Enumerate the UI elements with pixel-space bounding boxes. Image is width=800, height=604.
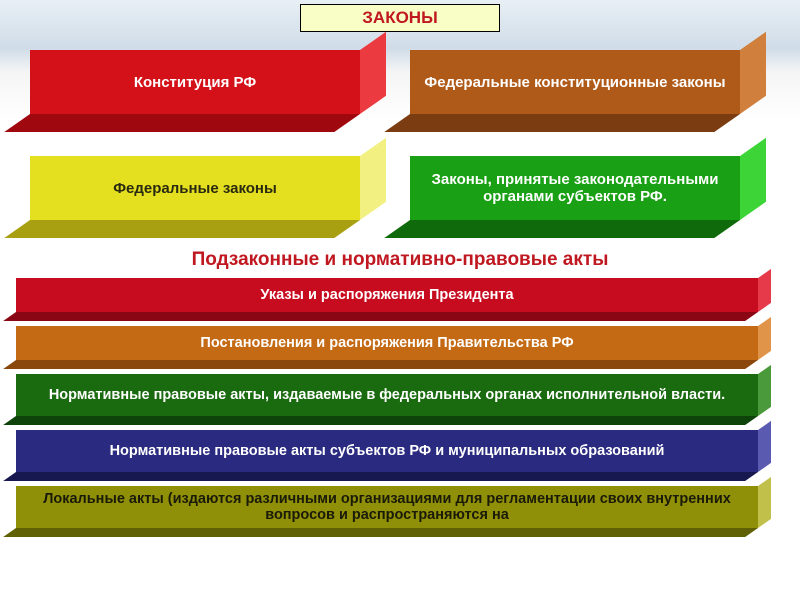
law-box-label: Законы, принятые законодательными органа…	[420, 171, 730, 205]
laws-grid: Конституция РФ Федеральные конституционны…	[0, 32, 800, 220]
law-box-label: Федеральные законы	[113, 180, 277, 197]
act-bar-2: Нормативные правовые акты, издаваемые в …	[16, 374, 758, 416]
subtitle: Подзаконные и нормативно-правовые акты	[0, 248, 800, 272]
act-bar-label: Постановления и распоряжения Правительст…	[200, 335, 573, 351]
acts-bars: Указы и распоряжения Президента Постановл…	[0, 272, 800, 528]
law-box-3: Законы, принятые законодательными органа…	[410, 156, 740, 220]
act-bar-3: Нормативные правовые акты субъектов РФ и…	[16, 430, 758, 472]
header-banner: ЗАКОНЫ	[300, 4, 500, 32]
law-box-0: Конституция РФ	[30, 50, 360, 114]
act-bar-label: Нормативные правовые акты, издаваемые в …	[49, 387, 725, 403]
law-box-label: Федеральные конституционные законы	[424, 74, 725, 91]
act-bar-label: Нормативные правовые акты субъектов РФ и…	[110, 443, 665, 459]
act-bar-4: Локальные акты (издаются различными орга…	[16, 486, 758, 528]
law-box-2: Федеральные законы	[30, 156, 360, 220]
act-bar-label: Локальные акты (издаются различными орга…	[26, 491, 748, 523]
law-box-1: Федеральные конституционные законы	[410, 50, 740, 114]
act-bar-1: Постановления и распоряжения Правительст…	[16, 326, 758, 360]
act-bar-label: Указы и распоряжения Президента	[260, 287, 513, 303]
act-bar-0: Указы и распоряжения Президента	[16, 278, 758, 312]
law-box-label: Конституция РФ	[134, 74, 256, 91]
